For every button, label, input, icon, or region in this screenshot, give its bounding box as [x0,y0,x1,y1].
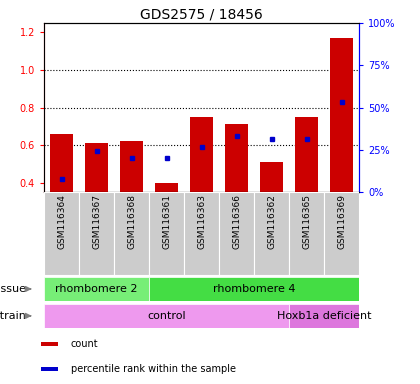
Text: rhombomere 4: rhombomere 4 [213,284,295,294]
Bar [289,192,324,275]
Bar [295,117,318,192]
Bar [155,183,178,192]
Bar [44,304,289,328]
Bar [79,192,114,275]
Title: GDS2575 / 18456: GDS2575 / 18456 [140,8,263,22]
Text: percentile rank within the sample: percentile rank within the sample [71,364,236,374]
Text: control: control [147,311,186,321]
Text: GSM116364: GSM116364 [57,194,66,249]
Bar [330,38,353,192]
Text: rhombomere 2: rhombomere 2 [55,284,138,294]
Bar [289,304,359,328]
Bar [324,192,359,275]
Text: strain: strain [0,311,26,321]
Text: GSM116365: GSM116365 [302,194,311,250]
Bar [44,277,149,301]
Text: GSM116361: GSM116361 [162,194,171,250]
Text: GSM116369: GSM116369 [337,194,346,250]
Bar [149,192,184,275]
Bar [44,192,79,275]
Bar [41,343,58,346]
Bar [114,192,149,275]
Bar [260,162,283,192]
Bar [184,192,219,275]
Text: tissue: tissue [0,284,26,294]
Bar [120,141,143,192]
Bar [85,143,108,192]
Text: count: count [71,339,98,349]
Bar [149,277,359,301]
Bar [225,124,248,192]
Text: Hoxb1a deficient: Hoxb1a deficient [277,311,371,321]
Bar [254,192,289,275]
Bar [41,367,58,371]
Text: GSM116362: GSM116362 [267,194,276,249]
Text: GSM116368: GSM116368 [127,194,136,250]
Text: GSM116363: GSM116363 [197,194,206,250]
Text: GSM116366: GSM116366 [232,194,241,250]
Bar [190,117,213,192]
Text: GSM116367: GSM116367 [92,194,101,250]
Bar [50,134,73,192]
Bar [219,192,254,275]
